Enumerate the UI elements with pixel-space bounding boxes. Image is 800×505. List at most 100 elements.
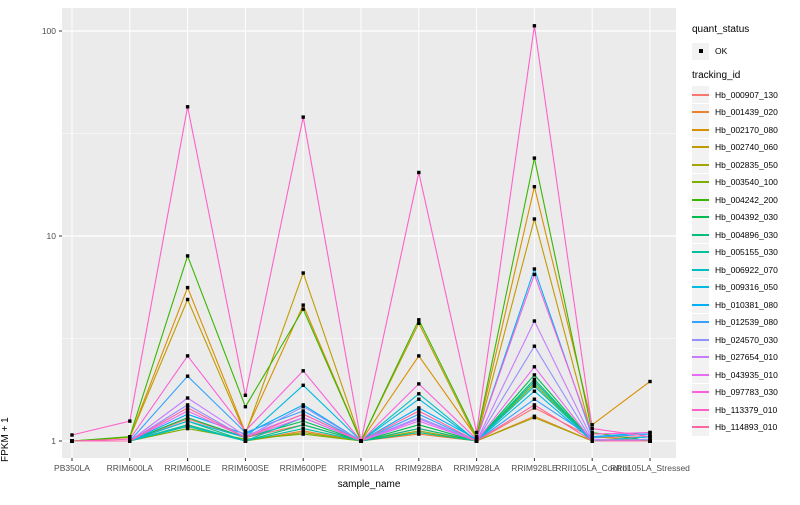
legend-key [692,278,709,296]
legend-key-line-icon [692,391,709,394]
legend-key-line-icon [692,303,709,306]
data-point [243,435,248,440]
legend-key-line-icon [692,321,709,324]
data-point [185,415,190,420]
legend-entry: Hb_009316_050 [692,278,778,297]
data-point [128,439,132,443]
x-tick-label: RRII105LA_Stressed [610,463,690,473]
data-point [532,384,537,388]
legend-entry-label: Hb_010381_080 [715,299,778,310]
legend-key-line-icon [692,356,709,359]
legend-key [692,401,709,419]
legend-entry-label: OK [715,46,728,56]
data-point [185,426,190,431]
data-point [185,412,190,416]
legend-key-line-icon [692,426,709,429]
legend-key-line-icon [692,408,709,411]
legend-key-line-icon [692,181,709,184]
legend-entry-ok: OK [692,42,778,60]
data-point [590,439,594,443]
y-tick-label: 100 [42,26,56,36]
legend-key-line-icon [692,198,709,201]
legend-key [692,366,709,384]
data-point [243,439,248,443]
x-axis-title: sample_name [337,479,401,490]
data-point [185,406,190,410]
data-point [128,435,132,439]
data-point [185,409,190,413]
data-point [301,403,305,407]
legend-entry: Hb_005155_030 [692,243,778,262]
data-point [243,429,248,433]
data-point [532,217,537,221]
legend-entry: Hb_027654_010 [692,348,778,367]
data-point [532,185,537,189]
x-tick-label: RRIM928BA [395,463,443,473]
y-tick-label: 10 [47,231,57,241]
x-tick-label: PB350LA [54,463,90,473]
data-point [532,373,537,377]
data-point [301,415,305,420]
data-point [648,435,652,439]
legend-entries: Hb_000907_130 Hb_001439_020 Hb_002170_080 H… [692,86,778,436]
legend-entry: Hb_002170_080 [692,121,778,139]
data-point [185,419,190,423]
data-point [417,423,421,427]
legend-entry: Hb_002740_060 [692,138,778,157]
legend-entry-label: Hb_027654_010 [715,352,778,363]
x-tick-label: RRIM600PE [280,463,328,473]
legend-key-line-icon [692,286,709,289]
legend-key [692,103,709,121]
data-point [417,409,421,413]
legend-entry-label: Hb_002835_050 [715,159,778,170]
legend-entry-label: Hb_004896_030 [715,229,778,240]
y-axis-title: FPKM + 1 [0,417,11,462]
x-tick-label: RRIM600LA [107,463,154,473]
data-point [301,409,305,413]
legend-entry-label: Hb_012539_080 [715,317,778,328]
data-point [474,435,479,439]
data-point [417,406,421,410]
data-point [417,170,421,175]
data-point [648,437,652,441]
data-point [532,272,537,277]
data-point [70,439,74,443]
x-tick-label: RRIM600SE [222,463,270,473]
data-point [532,344,537,348]
legend-entry: Hb_024570_030 [692,331,778,349]
legend-entry: Hb_004392_030 [692,208,778,227]
legend-entry-label: Hb_003540_100 [715,177,778,188]
data-point [128,419,132,423]
legend-key [692,42,709,60]
legend-key [692,383,709,401]
data-point [185,105,190,109]
legend-key-line-icon [692,251,709,254]
data-point [474,437,479,441]
legend-entry: Hb_113379_010 [692,401,778,419]
legend-entry: Hb_012539_080 [692,313,778,332]
data-point [243,393,248,397]
data-point [532,24,537,28]
data-point [417,417,421,421]
data-point [301,369,305,373]
data-point [301,412,305,416]
data-point [590,423,594,427]
data-point [70,433,74,437]
data-point [417,321,421,325]
data-point [417,392,421,396]
data-point [532,377,537,381]
data-point [590,437,594,441]
data-point [243,405,248,409]
legend-entry-label: Hb_002170_080 [715,124,778,135]
data-point [185,285,190,290]
data-point [243,437,248,441]
legend-key [692,156,709,174]
ok-point-icon [698,49,703,53]
legend-key-line-icon [692,146,709,149]
data-point [359,439,363,443]
legend-entry: Hb_010381_080 [692,296,778,314]
data-point [301,419,305,423]
data-point [532,415,537,420]
legend-entry: Hb_006922_070 [692,261,778,279]
